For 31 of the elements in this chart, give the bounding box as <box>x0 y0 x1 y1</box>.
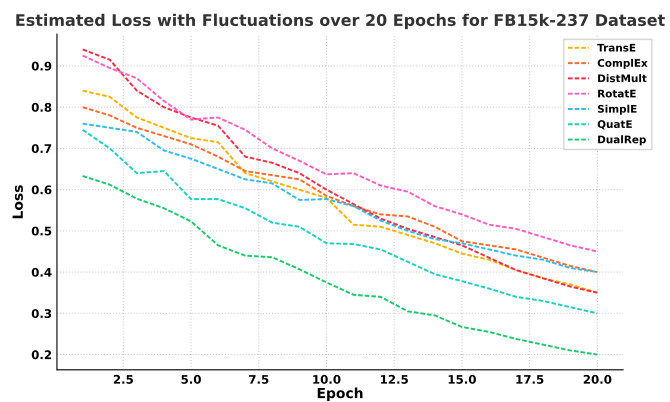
x-tick-label: 5.0 <box>181 374 201 384</box>
line-series <box>82 54 598 252</box>
y-tick-label: 0.9 <box>32 62 52 71</box>
chart-title: Estimated Loss with Fluctuations over 20 Epochs for FB15k-237 Dataset <box>16 14 665 30</box>
x-tick-label: 20.0 <box>584 374 612 384</box>
x-tick-label: 7.5 <box>249 375 268 384</box>
line-series <box>82 90 598 294</box>
line-series <box>82 128 598 314</box>
legend-label: DistMult <box>598 74 647 82</box>
legend-label: SimplE <box>598 104 636 115</box>
y-tick-label: 0.8 <box>32 102 52 112</box>
y-tick-label: 0.7 <box>32 144 52 154</box>
y-tick-label: 0.3 <box>32 309 52 318</box>
y-axis-title: Loss <box>12 185 23 218</box>
legend-label: ComplEx <box>598 58 648 69</box>
y-tick-label: 0.6 <box>32 185 52 194</box>
x-tick-label: 15.0 <box>448 374 476 384</box>
y-tick-label: 0.5 <box>32 226 52 236</box>
x-tick-label: 12.5 <box>380 374 408 384</box>
legend-label: RotatE <box>598 90 636 98</box>
line-series <box>82 48 598 294</box>
line-series <box>82 175 598 356</box>
legend-label: TransE <box>597 44 636 52</box>
x-tick-label: 17.5 <box>516 375 544 384</box>
legend-label: QuatE <box>598 120 632 130</box>
y-tick-label: 0.4 <box>32 268 52 277</box>
x-tick-label: 2.5 <box>114 374 133 384</box>
y-tick-label: 0.2 <box>32 350 52 360</box>
x-axis-title: Epoch <box>318 388 362 401</box>
x-tick-label: 10.0 <box>313 374 340 384</box>
legend-label: DualRep <box>598 135 646 146</box>
